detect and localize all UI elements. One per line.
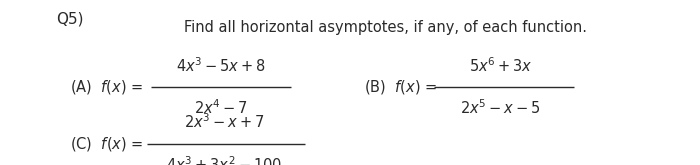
- Text: Q5): Q5): [56, 12, 83, 27]
- Text: $2x^4 - 7$: $2x^4 - 7$: [194, 99, 247, 117]
- Text: (A)  $f(x)$ =: (A) $f(x)$ =: [70, 78, 144, 96]
- Text: (B)  $f(x)$ =: (B) $f(x)$ =: [364, 78, 438, 96]
- Text: $4x^3 - 5x + 8$: $4x^3 - 5x + 8$: [176, 56, 265, 75]
- Text: (C)  $f(x)$ =: (C) $f(x)$ =: [70, 134, 144, 153]
- Text: $2x^3 - x + 7$: $2x^3 - x + 7$: [184, 113, 264, 132]
- Text: $5x^6 + 3x$: $5x^6 + 3x$: [469, 56, 532, 75]
- Text: $2x^5 - x - 5$: $2x^5 - x - 5$: [461, 99, 540, 117]
- Text: $4x^3 + 3x^2 - 100$: $4x^3 + 3x^2 - 100$: [166, 156, 282, 165]
- Text: Find all horizontal asymptotes, if any, of each function.: Find all horizontal asymptotes, if any, …: [183, 20, 587, 35]
